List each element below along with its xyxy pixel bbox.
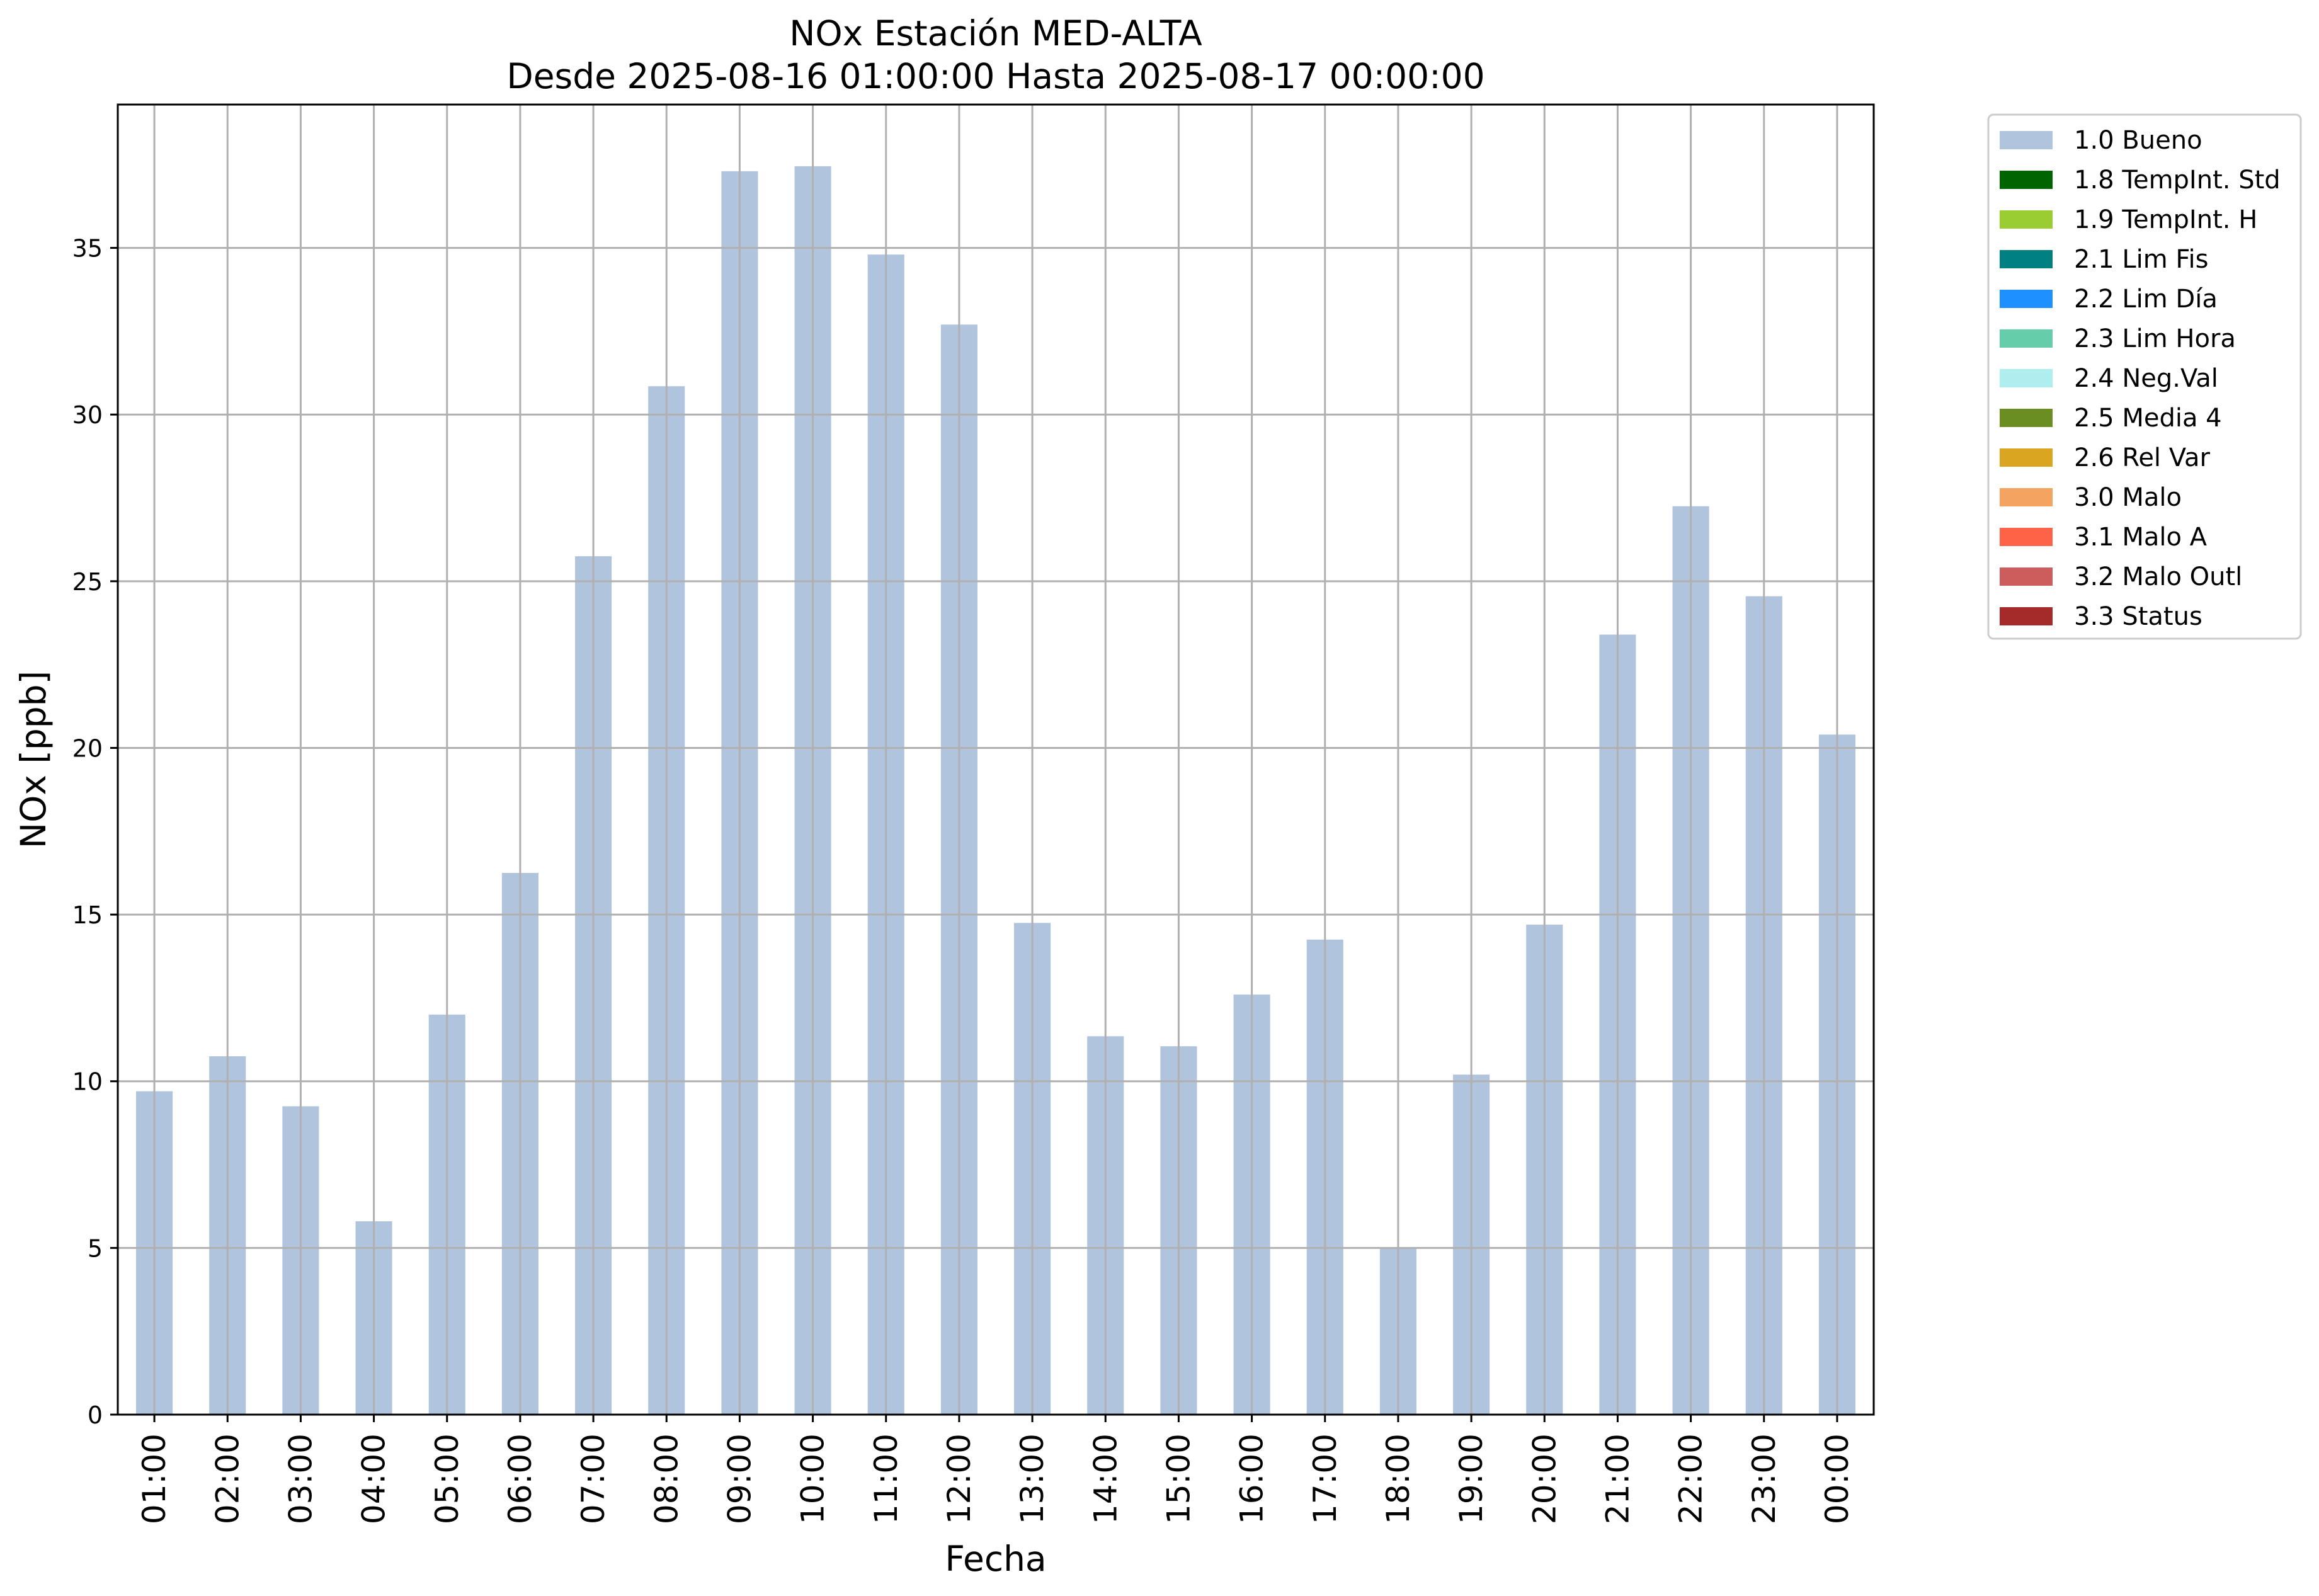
- y-tick-label: 10: [72, 1068, 103, 1096]
- legend-label: 1.0 Bueno: [2074, 126, 2202, 155]
- x-tick-label: 19:00: [1453, 1434, 1490, 1524]
- y-tick-label: 5: [88, 1234, 103, 1262]
- x-tick-label: 16:00: [1234, 1434, 1270, 1524]
- x-tick-label: 03:00: [282, 1434, 319, 1524]
- y-tick-label: 35: [72, 235, 103, 263]
- x-tick-label: 01:00: [136, 1434, 173, 1524]
- x-tick-label: 14:00: [1087, 1434, 1124, 1524]
- legend-swatch: [2000, 290, 2053, 308]
- y-tick-label: 15: [72, 901, 103, 929]
- legend-box: [1987, 113, 2302, 640]
- chart-subtitle: Desde 2025-08-16 01:00:00 Hasta 2025-08-…: [506, 56, 1484, 96]
- legend-label: 3.1 Malo A: [2074, 523, 2208, 552]
- x-tick-label: 12:00: [941, 1434, 977, 1524]
- legend-label: 2.3 Lim Hora: [2074, 324, 2236, 353]
- legend-label: 1.9 TempInt. H: [2074, 205, 2257, 234]
- legend-swatch: [2000, 567, 2053, 586]
- x-tick-label: 20:00: [1526, 1434, 1563, 1524]
- y-tick-label: 30: [72, 401, 103, 429]
- x-tick-label: 09:00: [721, 1434, 758, 1524]
- legend-swatch: [2000, 131, 2053, 149]
- x-tick-label: 07:00: [575, 1434, 612, 1524]
- legend-swatch: [2000, 329, 2053, 348]
- legend-swatch: [2000, 210, 2053, 229]
- chart-title: NOx Estación MED-ALTA: [789, 13, 1202, 54]
- legend-swatch: [2000, 607, 2053, 625]
- x-tick-label: 17:00: [1307, 1434, 1343, 1524]
- x-tick-label: 05:00: [429, 1434, 465, 1524]
- legend-label: 2.4 Neg.Val: [2074, 364, 2218, 393]
- x-axis-label: Fecha: [945, 1539, 1046, 1579]
- y-axis-label: NOx [ppb]: [13, 671, 54, 848]
- legend-swatch: [2000, 409, 2053, 427]
- x-tick-label: 15:00: [1160, 1434, 1197, 1524]
- x-tick-label: 00:00: [1819, 1434, 1855, 1524]
- y-tick-label: 20: [72, 734, 103, 762]
- legend-swatch: [2000, 448, 2053, 467]
- legend-swatch: [2000, 171, 2053, 189]
- legend-label: 1.8 TempInt. Std: [2074, 166, 2281, 195]
- legend-label: 2.1 Lim Fis: [2074, 245, 2208, 274]
- legend-swatch: [2000, 369, 2053, 387]
- x-tick-label: 04:00: [356, 1434, 392, 1524]
- y-tick-label: 0: [88, 1401, 103, 1429]
- legend: 1.0 Bueno 1.8 TempInt. Std 1.9 TempInt. H 2…: [1987, 113, 2302, 640]
- x-tick-label: 21:00: [1599, 1434, 1636, 1524]
- x-axis-ticks: 01:00 02:00 03:00 04:00 05:00 06:00 07:00 08:00…: [136, 1415, 1855, 1524]
- y-axis-ticks: 0 5 10 15 20 25 30 35: [72, 235, 118, 1429]
- legend-label: 3.3 Status: [2074, 602, 2202, 631]
- x-tick-label: 11:00: [868, 1434, 904, 1524]
- x-tick-label: 13:00: [1014, 1434, 1051, 1524]
- legend-swatch: [2000, 528, 2053, 546]
- y-tick-label: 25: [72, 568, 103, 596]
- legend-label: 2.5 Media 4: [2074, 404, 2222, 433]
- x-tick-label: 06:00: [502, 1434, 538, 1524]
- x-tick-label: 08:00: [648, 1434, 685, 1524]
- legend-label: 2.6 Rel Var: [2074, 443, 2211, 472]
- plot-frame: [117, 103, 1875, 1416]
- x-tick-label: 18:00: [1380, 1434, 1416, 1524]
- x-tick-label: 10:00: [795, 1434, 831, 1524]
- x-tick-label: 23:00: [1746, 1434, 1782, 1524]
- legend-label: 3.0 Malo: [2074, 483, 2182, 512]
- x-tick-label: 22:00: [1673, 1434, 1709, 1524]
- legend-swatch: [2000, 250, 2053, 268]
- x-tick-label: 02:00: [209, 1434, 246, 1524]
- legend-label: 3.2 Malo Outl: [2074, 562, 2242, 591]
- legend-label: 2.2 Lim Día: [2074, 285, 2218, 314]
- legend-swatch: [2000, 488, 2053, 506]
